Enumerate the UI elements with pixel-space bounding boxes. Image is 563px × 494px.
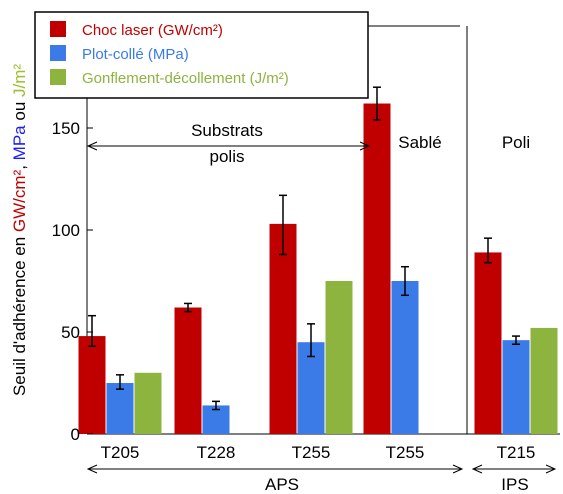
annotation-poli: Poli — [502, 133, 530, 152]
annotation-aps: APS — [265, 475, 299, 494]
aps-arrow-head-left — [86, 464, 98, 474]
bar-gonflement — [134, 372, 162, 434]
bar-choc-laser — [363, 103, 391, 435]
bar-choc-laser — [78, 336, 106, 434]
ips-arrow-head-right — [545, 464, 557, 474]
bar-plot-colle — [502, 340, 530, 434]
error-bar — [279, 194, 287, 256]
error-bar — [512, 335, 520, 345]
x-tick-label: T255 — [292, 443, 331, 462]
error-bar — [484, 237, 492, 264]
annotation-ips: IPS — [501, 475, 528, 494]
y-axis-label-sep1: , — [10, 160, 29, 169]
y-tick-label: 150 — [52, 119, 80, 138]
ips-arrow-head-left — [471, 464, 483, 474]
legend-label-choc-laser: Choc laser (GW/cm²) — [82, 22, 223, 39]
legend-label-gonflement: Gonflement-décollement (J/m²) — [82, 70, 289, 87]
error-bar — [401, 265, 409, 297]
bar-gonflement — [530, 327, 558, 434]
error-bar — [116, 374, 124, 390]
y-axis-label-unit1: GW/cm² — [10, 169, 29, 232]
annotation-polis: polis — [210, 147, 245, 166]
error-bar — [373, 86, 381, 121]
bar-choc-laser — [269, 223, 297, 434]
y-tick-label: 100 — [52, 221, 80, 240]
legend-swatch-plot-colle — [50, 45, 66, 61]
legend-label-plot-colle: Plot-collé (MPa) — [82, 46, 189, 63]
legend-box — [34, 11, 369, 99]
legend-swatch-choc-laser — [50, 21, 66, 37]
error-bar — [88, 314, 96, 348]
legend: Choc laser (GW/cm²) Plot-collé (MPa) Gon… — [34, 11, 369, 99]
error-bar — [212, 400, 220, 411]
bar-plot-colle — [106, 383, 134, 434]
annotation-sable: Sablé — [398, 133, 441, 152]
x-tick-label: T255 — [386, 443, 425, 462]
y-axis-label-sep2: ou — [10, 97, 29, 125]
x-tick-label: T205 — [101, 443, 140, 462]
aps-arrow-head-right — [452, 464, 464, 474]
x-tick-label: T228 — [197, 443, 236, 462]
y-axis-label: Seuil d'adhérence en GW/cm², MPa ou J/m² — [10, 64, 29, 396]
legend-swatch-gonflement — [50, 69, 66, 85]
bar-plot-colle — [391, 281, 419, 434]
error-bar — [184, 302, 192, 313]
substrats-arrow-head-left — [86, 141, 98, 151]
y-axis-label-prefix: Seuil d'adhérence en — [10, 232, 29, 396]
bar-choc-laser — [174, 307, 202, 434]
annotation-substrats: Substrats — [191, 121, 263, 140]
x-tick-label: T215 — [497, 443, 536, 462]
y-axis-label-unit3: J/m² — [10, 64, 29, 97]
substrats-arrow-head-right — [359, 141, 371, 151]
bar-choc-laser — [474, 252, 502, 434]
y-axis-label-unit2: MPa — [10, 125, 29, 161]
y-tick-label: 50 — [61, 323, 80, 342]
bar-gonflement — [325, 281, 353, 434]
error-bar — [307, 323, 315, 358]
bar-plot-colle — [297, 342, 325, 434]
y-tick-label: 0 — [71, 425, 80, 444]
